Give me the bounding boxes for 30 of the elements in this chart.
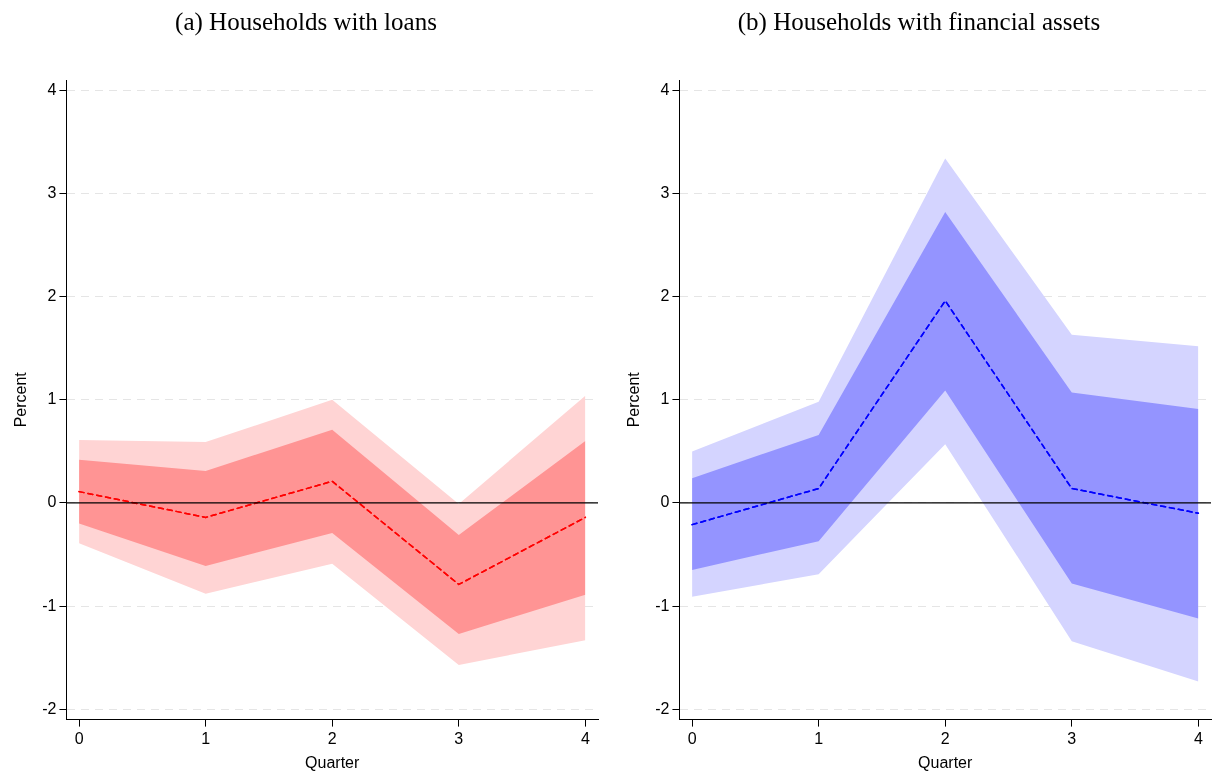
y-axis-title: Percent [12,371,30,428]
x-tick-label: 1 [814,729,824,747]
x-tick-label: 2 [940,729,950,747]
y-tick-label: 1 [660,390,670,408]
y-tick-label: -2 [42,699,57,717]
x-tick-label: 3 [1067,729,1077,747]
chart-title: (a) Households with loans [174,8,438,36]
y-tick-label: 2 [660,287,670,305]
y-tick-label: 4 [47,80,57,98]
y-tick-label: 1 [47,390,57,408]
y-tick-label: 4 [660,80,670,98]
chart-title: (b) Households with financial assets [736,8,1102,36]
y-axis-title: Percent [625,371,643,428]
y-tick-label: 0 [660,493,670,511]
y-tick-label: -1 [655,596,670,614]
y-tick-label: 3 [660,183,670,201]
y-tick-label: -1 [42,596,57,614]
x-tick-label: 2 [327,729,337,747]
y-tick-label: 2 [47,287,57,305]
x-axis-title: Quarter [918,753,973,771]
x-tick-label: 3 [454,729,464,747]
y-tick-label: -2 [655,699,670,717]
x-tick-label: 4 [1193,729,1203,747]
x-tick-label: 1 [201,729,211,747]
x-tick-label: 0 [74,729,84,747]
x-tick-label: 4 [580,729,590,747]
x-tick-label: 0 [687,729,697,747]
x-axis-title: Quarter [305,753,360,771]
y-tick-label: 0 [47,493,57,511]
y-tick-label: 3 [47,183,57,201]
